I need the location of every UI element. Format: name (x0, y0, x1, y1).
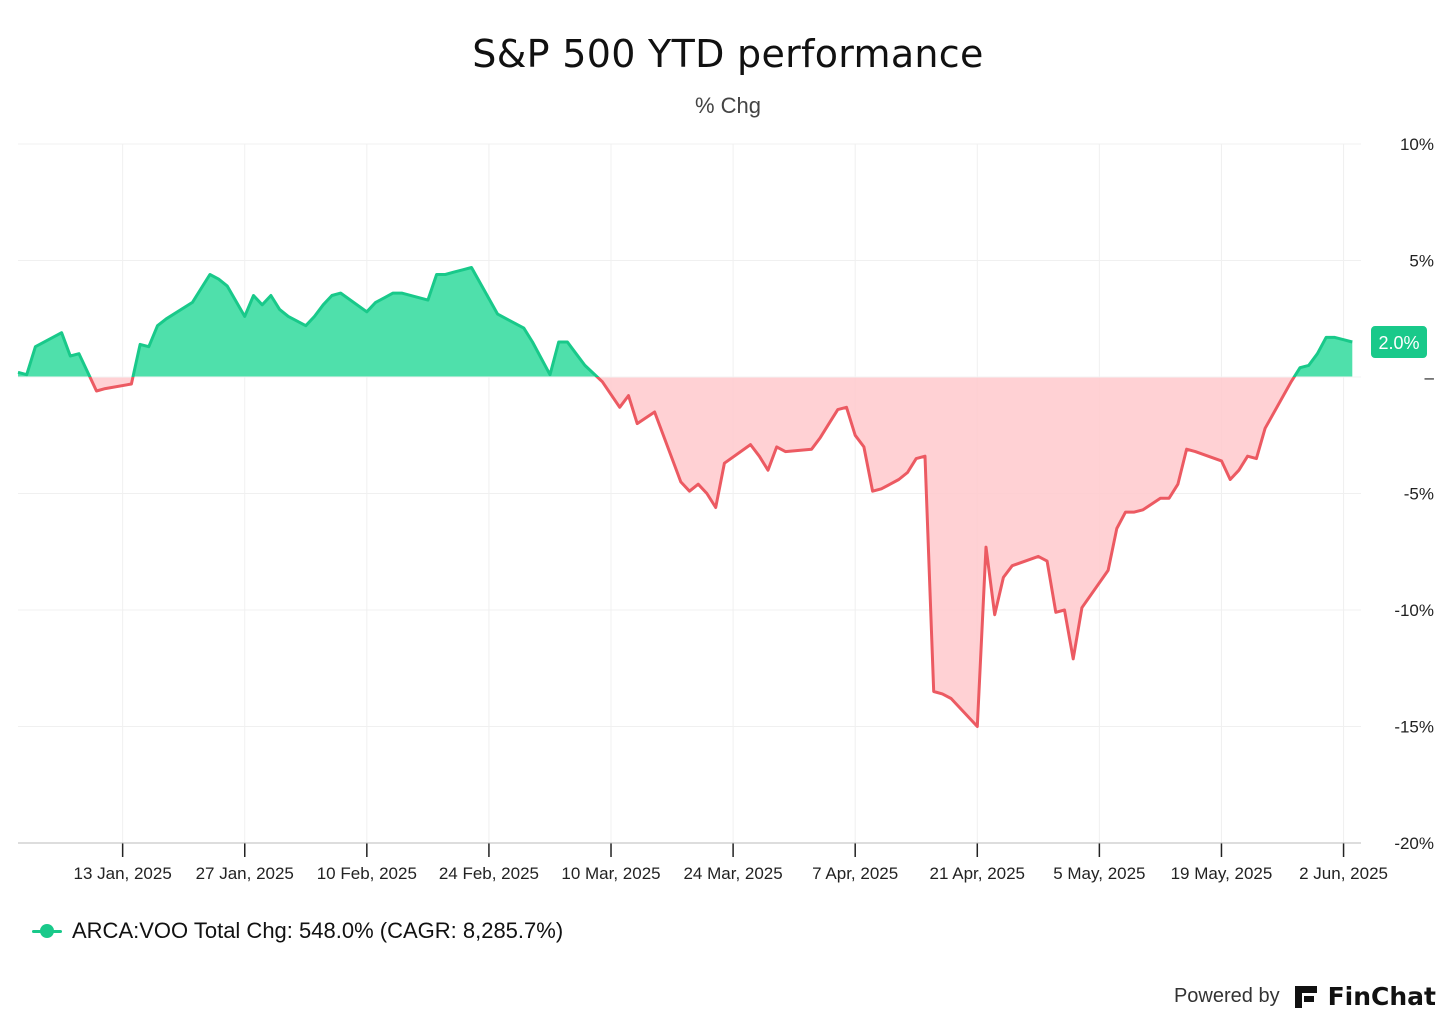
positive-area (18, 267, 1353, 377)
y-tick-label: -10% (1394, 601, 1434, 620)
chart-subtitle: % Chg (694, 93, 762, 118)
x-tick-label: 10 Feb, 2025 (317, 864, 417, 883)
x-tick-label: 2 Jun, 2025 (1299, 864, 1388, 883)
series-line-positive[interactable] (17, 266, 1353, 727)
series-line-negative[interactable] (18, 268, 1352, 728)
legend[interactable]: ARCA:VOO Total Chg: 548.0% (CAGR: 8,285.… (32, 918, 563, 944)
y-tick-label: 5% (1409, 252, 1434, 271)
last-value-badge (1371, 326, 1427, 359)
x-tick-label: 24 Mar, 2025 (683, 864, 782, 883)
x-tick-label: 7 Apr, 2025 (812, 864, 898, 883)
y-tick-label: -5% (1404, 485, 1434, 504)
x-tick-label: 27 Jan, 2025 (196, 864, 294, 883)
x-tick-label: 10 Mar, 2025 (561, 864, 660, 883)
y-tick-label: – (1425, 368, 1435, 387)
powered-by-text: Powered by (1173, 985, 1280, 1007)
y-tick-label: 10% (1400, 135, 1434, 154)
y-tick-label: -20% (1394, 834, 1434, 853)
x-tick-label: 13 Jan, 2025 (73, 864, 171, 883)
finchat-logo-icon (1294, 985, 1317, 1008)
legend-label: ARCA:VOO Total Chg: 548.0% (CAGR: 8,285.… (72, 918, 564, 943)
last-value-label: 2.0% (1378, 333, 1419, 353)
x-tick-label: 5 May, 2025 (1053, 864, 1145, 883)
negative-area (18, 377, 1353, 727)
y-tick-label: -15% (1394, 718, 1434, 737)
x-tick-label: 24 Feb, 2025 (439, 864, 539, 883)
powered-by[interactable]: Powered by FinChat (1174, 982, 1436, 1011)
x-tick-label: 19 May, 2025 (1171, 864, 1273, 883)
chart-title: S&P 500 YTD performance (472, 32, 984, 76)
brand-name: FinChat (1327, 982, 1436, 1011)
x-tick-label: 21 Apr, 2025 (930, 864, 1025, 883)
line-dot-icon (32, 924, 62, 938)
